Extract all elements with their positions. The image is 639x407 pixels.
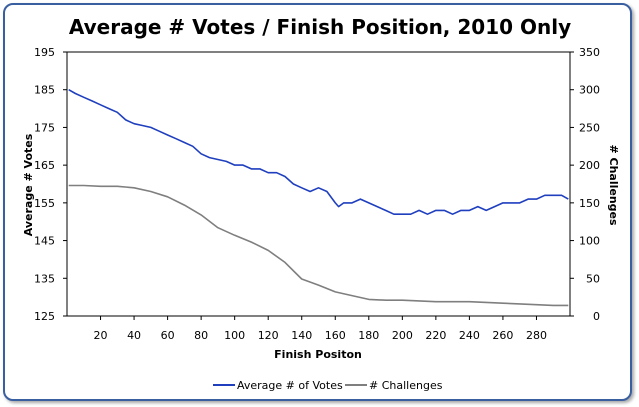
x-tick-label: 120 — [258, 329, 279, 342]
y2-tick-label: 150 — [579, 197, 600, 210]
y-axis-title: Average # Votes — [22, 133, 35, 236]
y2-tick-label: 300 — [579, 84, 600, 97]
y2-axis-title: # Challenges — [607, 144, 620, 226]
series-line-average-votes — [68, 89, 569, 215]
x-tick-label: 20 — [94, 329, 108, 342]
y-tick-label: 155 — [34, 197, 55, 210]
x-tick-label: 140 — [291, 329, 312, 342]
y-axis-ticks: 125 135 145 155 165 175 185 195 — [34, 46, 67, 323]
x-axis-ticks: 20 40 60 80 100 120 140 160 180 200 220 240 260 280 — [94, 316, 547, 342]
y2-tick-label: 50 — [586, 272, 600, 285]
y2-axis-ticks: 0 50 100 150 200 250 300 350 — [570, 46, 600, 323]
y2-tick-label: 250 — [579, 121, 600, 134]
series-line-challenges — [68, 184, 569, 307]
x-tick-label: 280 — [526, 329, 547, 342]
x-axis-title: Finish Positon — [274, 348, 362, 361]
y-tick-label: 185 — [34, 84, 55, 97]
x-tick-label: 240 — [459, 329, 480, 342]
x-tick-label: 220 — [425, 329, 446, 342]
y2-tick-label: 100 — [579, 235, 600, 248]
y-tick-label: 175 — [34, 121, 55, 134]
y2-tick-label: 350 — [579, 46, 600, 59]
x-tick-label: 180 — [358, 329, 379, 342]
x-tick-label: 80 — [194, 329, 208, 342]
y-tick-label: 165 — [34, 159, 55, 172]
x-tick-label: 160 — [325, 329, 346, 342]
legend-label: # Challenges — [369, 379, 443, 392]
x-tick-label: 100 — [224, 329, 245, 342]
chart-frame — [3, 3, 632, 401]
plot-border — [66, 51, 571, 317]
x-tick-label: 40 — [127, 329, 141, 342]
y2-tick-label: 200 — [579, 159, 600, 172]
y2-tick-label: 0 — [593, 310, 600, 323]
y-tick-label: 195 — [34, 46, 55, 59]
legend-label: Average # of Votes — [237, 379, 343, 392]
series-layer — [68, 89, 569, 307]
x-tick-label: 60 — [161, 329, 175, 342]
plot-area — [66, 51, 571, 317]
x-tick-label: 260 — [492, 329, 513, 342]
y-tick-label: 125 — [34, 310, 55, 323]
legend: Average # of Votes # Challenges — [213, 379, 443, 392]
chart-title: Average # Votes / Finish Position, 2010 … — [69, 15, 571, 39]
y-tick-label: 145 — [34, 235, 55, 248]
x-tick-label: 200 — [392, 329, 413, 342]
y-tick-label: 135 — [34, 272, 55, 285]
